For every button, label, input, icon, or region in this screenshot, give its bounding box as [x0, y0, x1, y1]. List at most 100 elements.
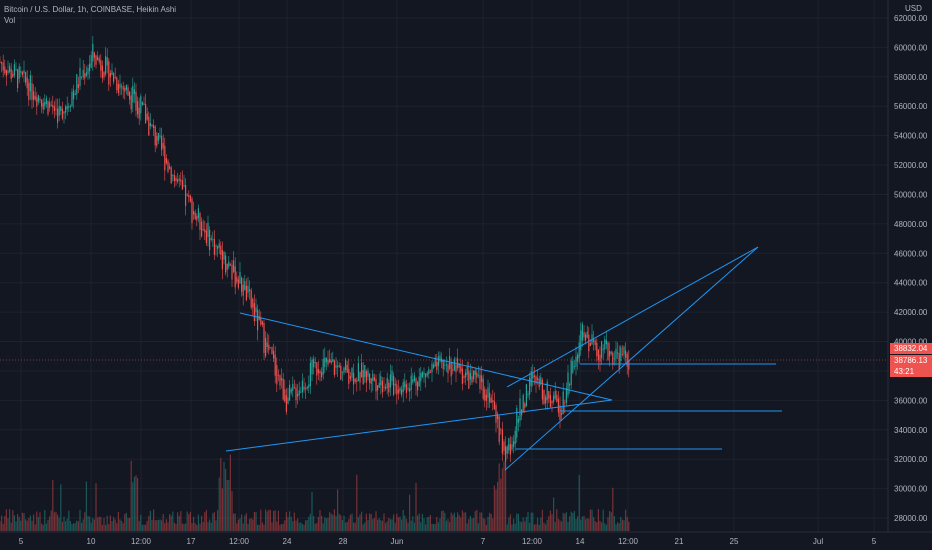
volume-bar [191, 523, 193, 531]
volume-bar [193, 516, 195, 531]
candle-body [389, 374, 391, 388]
volume-bar [420, 522, 422, 531]
candle-body [109, 72, 111, 78]
candle-body [497, 413, 499, 420]
candle-body [493, 401, 495, 410]
volume-bar [109, 515, 111, 531]
candle-body [89, 63, 91, 72]
candle-body [229, 264, 231, 266]
volume-bar [389, 519, 391, 531]
volume-bar [405, 519, 407, 531]
candle-body [511, 444, 513, 450]
candle-body [479, 374, 481, 390]
volume-bar [21, 512, 23, 531]
volume-bar [298, 522, 300, 531]
candle-body [514, 430, 516, 445]
volume-bar [276, 521, 278, 531]
volume-bar [325, 518, 327, 531]
candle-body [506, 446, 508, 454]
volume-bar [98, 516, 100, 531]
volume-bar [543, 522, 545, 531]
volume-bar [591, 509, 593, 531]
trendlines[interactable] [225, 246, 782, 471]
candle-body [145, 104, 147, 124]
candle-body [108, 61, 110, 85]
candle-body [42, 103, 44, 110]
candle-body [36, 97, 38, 107]
volume-bar [121, 520, 123, 531]
volume-bar [236, 523, 238, 531]
volume-bar [90, 522, 92, 531]
candle-body [282, 379, 284, 400]
time-axis[interactable]: 5 10 12:00 17 12:00 24 28 Jun 7 12:00 14 12:00 21 25 J… [19, 537, 877, 546]
time-tick-label: 21 [675, 537, 684, 546]
volume-bar [461, 510, 463, 531]
candle-body [329, 358, 331, 363]
trendline-upper-triangle[interactable] [239, 312, 613, 401]
volume-bar [372, 519, 374, 531]
candle-body [586, 331, 588, 338]
volume-bar [402, 510, 404, 531]
volume-bar [541, 509, 543, 531]
volume-bar [493, 485, 495, 531]
candle-body [20, 71, 22, 73]
volume-bar [7, 518, 9, 531]
time-tick-label: 12:00 [618, 537, 639, 546]
candle-body [517, 418, 519, 423]
volume-bar [170, 515, 172, 531]
candle-body [612, 352, 614, 366]
candle-body [223, 251, 225, 260]
candle-body [409, 388, 411, 392]
candle-body [167, 160, 169, 172]
volume-bar [562, 512, 564, 531]
trendline-channel-lower[interactable] [504, 246, 759, 471]
candle-body [137, 101, 139, 115]
volume-bar [36, 511, 38, 531]
candle-body [284, 389, 286, 402]
volume-bar [580, 519, 582, 531]
volume-bar [105, 524, 107, 531]
candle-body [250, 290, 252, 308]
volume-bar [578, 474, 580, 531]
candle-body [65, 106, 67, 113]
candle-body [52, 105, 54, 108]
candle-body [551, 400, 553, 404]
candle-body [559, 405, 561, 421]
candle-body [556, 394, 558, 402]
volume-bar [370, 514, 372, 531]
volume-bar [177, 512, 179, 531]
candle-body [85, 72, 87, 76]
trendline-channel-upper[interactable] [506, 246, 759, 388]
candle-body [29, 75, 31, 92]
volume-bar [625, 509, 627, 531]
candle-body [431, 363, 433, 373]
candle-body [101, 65, 103, 79]
candle-body [580, 330, 582, 351]
candle-body [413, 375, 415, 381]
candle-body [537, 377, 539, 380]
trendline-lower-triangle[interactable] [225, 399, 613, 452]
candle-body [377, 385, 379, 391]
candle-body [33, 91, 35, 101]
candle-body [509, 444, 511, 455]
candle-body [76, 74, 78, 95]
candle-body [359, 372, 361, 383]
candle-body [623, 346, 625, 355]
candle-body [95, 55, 97, 65]
volume-bar [287, 517, 289, 531]
volume-bar [33, 514, 35, 531]
volume-bar [524, 521, 526, 531]
volume-bar [373, 517, 375, 531]
volume-bar [69, 520, 71, 531]
candle-body [298, 390, 300, 396]
volume-bar [57, 514, 59, 531]
candle-body [549, 394, 551, 407]
volume-bar [39, 512, 41, 531]
volume-bar [0, 521, 1, 531]
volume-bar [551, 514, 553, 531]
candle-body [247, 285, 249, 293]
candle-body [228, 261, 230, 267]
